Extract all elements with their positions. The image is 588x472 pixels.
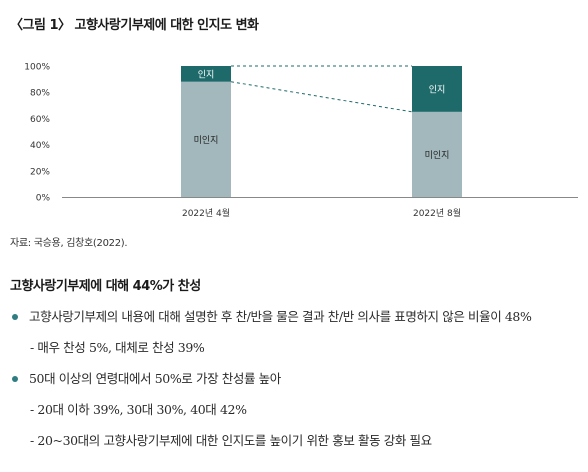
summary-item-text: 50대 이상의 연령대에서 50%로 가장 찬성률 높아 <box>29 371 281 386</box>
summary-subitem-text: - 매우 찬성 5%, 대체로 찬성 39% <box>30 340 205 355</box>
summary-item: 고향사랑기부제의 내용에 대해 설명한 후 찬/반을 물은 결과 찬/반 의사를… <box>10 301 585 332</box>
source-note: 자료: 국승용, 김창호(2022). <box>10 238 128 249</box>
y-tick-label: 100% <box>24 63 50 73</box>
x-tick-label: 2022년 4월 <box>182 207 230 219</box>
bar-segment-label: 미인지 <box>425 150 450 161</box>
bar-segment <box>412 66 462 112</box>
y-tick-label: 80% <box>30 89 50 99</box>
y-tick-label: 40% <box>30 141 50 151</box>
summary-subitem-text: - 20대 이하 39%, 30대 30%, 40대 42% <box>30 402 247 417</box>
bar-segment-label: 미인지 <box>194 135 219 146</box>
stacked-bar-chart: 0% 20% 40% 60% 80% 100% 미인지 인지 2022년 4월 미인지 인지 2022… <box>0 46 588 236</box>
bar-segment-label: 인지 <box>198 69 215 80</box>
y-tick-label: 60% <box>30 115 50 125</box>
connector-line-boundary <box>230 81 413 113</box>
summary-item: 50대 이상의 연령대에서 50%로 가장 찬성률 높아 <box>10 363 585 394</box>
x-tick-label: 2022년 8월 <box>413 207 461 219</box>
bar-segment <box>412 111 462 197</box>
summary-item-text: 고향사랑기부제의 내용에 대해 설명한 후 찬/반을 물은 결과 찬/반 의사를… <box>29 309 532 324</box>
summary-subitem: - 20대 이하 39%, 30대 30%, 40대 42% <box>10 394 585 425</box>
bullet-dot-icon <box>12 376 18 382</box>
section-heading: 고향사랑기부제에 대해 44%가 찬성 <box>10 279 201 294</box>
bar-segment <box>181 81 231 197</box>
y-tick-label: 0% <box>36 194 51 204</box>
bar-segment <box>181 66 231 82</box>
y-tick-label: 20% <box>30 167 50 177</box>
figure-title: 〈그림 1〉 고향사랑기부제에 대한 인지도 변화 <box>10 18 259 33</box>
bar-segment-label: 인지 <box>429 84 446 95</box>
chart-svg: 0% 20% 40% 60% 80% 100% 미인지 인지 2022년 4월 미인지 인지 2022… <box>24 63 578 219</box>
summary-subitem: - 20~30대의 고향사랑기부제에 대한 인지도를 높이기 위한 홍보 활동 … <box>10 425 585 456</box>
summary-subitem-text: - 20~30대의 고향사랑기부제에 대한 인지도를 높이기 위한 홍보 활동 … <box>30 433 432 448</box>
bullet-dot-icon <box>12 314 18 320</box>
summary-subitem: - 매우 찬성 5%, 대체로 찬성 39% <box>10 332 585 363</box>
summary-list: 고향사랑기부제의 내용에 대해 설명한 후 찬/반을 물은 결과 찬/반 의사를… <box>10 301 585 456</box>
